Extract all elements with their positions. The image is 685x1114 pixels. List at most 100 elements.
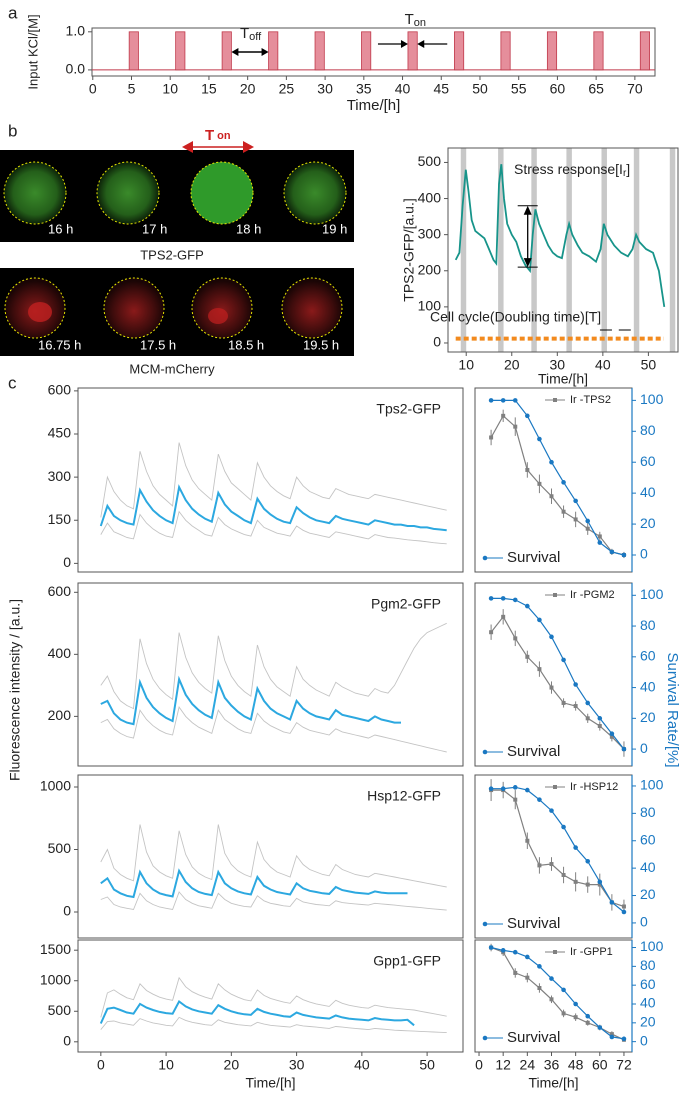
point — [609, 549, 615, 555]
point — [561, 1011, 566, 1016]
x-tick-label: 36 — [544, 1057, 560, 1073]
point — [609, 734, 614, 739]
micrograph-row — [0, 150, 354, 242]
x-tick-label: 55 — [511, 81, 527, 97]
point — [549, 459, 554, 465]
time-label: 17 h — [142, 221, 167, 236]
point — [549, 634, 554, 640]
y-tick-label: 500 — [418, 153, 442, 169]
x-tick-label: 50 — [419, 1057, 435, 1073]
y-tick-label: 40 — [640, 995, 656, 1011]
y-tick-label: 60 — [640, 976, 656, 992]
x-tick-label: 20 — [224, 1057, 240, 1073]
legend-label: Survival — [507, 1029, 560, 1046]
y-tick-label: 20 — [640, 1014, 656, 1030]
panel-title: Gpp1-GFP — [373, 953, 441, 969]
point — [561, 480, 566, 485]
pulse — [454, 31, 465, 71]
point — [500, 786, 506, 791]
y-tick-label: 400 — [418, 189, 442, 205]
point — [488, 945, 494, 950]
series-line — [490, 946, 624, 1040]
point — [609, 731, 615, 737]
y-tick-label: 60 — [640, 648, 656, 664]
point — [537, 667, 542, 672]
y-tick-label: 20 — [640, 886, 656, 902]
y-tick-label: 0.0 — [66, 61, 86, 77]
legend-marker — [553, 398, 557, 402]
y-tick-label: 1.0 — [66, 23, 86, 39]
annotation-main: T — [240, 25, 249, 42]
point — [621, 904, 626, 909]
y-tick-label: 400 — [48, 645, 72, 661]
trace — [100, 868, 408, 899]
pulse — [128, 31, 139, 71]
stress-band — [633, 148, 640, 352]
time-label: 18 h — [236, 221, 261, 236]
plot-frame — [77, 582, 464, 767]
point — [501, 413, 506, 418]
point — [500, 398, 506, 403]
y-tick-label: 80 — [640, 804, 656, 820]
series-line — [490, 946, 625, 1041]
point — [537, 964, 542, 969]
point — [488, 398, 494, 403]
point — [573, 517, 578, 522]
arrow-head — [523, 205, 532, 215]
arrow-head — [417, 40, 425, 48]
point — [609, 900, 615, 905]
point — [525, 467, 530, 472]
point — [573, 704, 578, 709]
point — [597, 540, 603, 545]
annotation: Toff — [240, 25, 262, 43]
pulse — [546, 31, 558, 71]
y-axis-label: Fluorescence intensity / [a.u.] — [7, 599, 23, 781]
series-line — [491, 786, 625, 913]
time-label: 17.5 h — [140, 337, 176, 352]
pulse — [407, 31, 418, 71]
x-tick-label: 0 — [475, 1057, 483, 1073]
point — [585, 858, 591, 864]
point — [549, 808, 554, 813]
stress-band — [566, 148, 572, 352]
legend-marker — [482, 749, 488, 755]
annotation-main: T — [405, 11, 414, 28]
point — [561, 872, 566, 877]
point — [597, 724, 602, 729]
y-tick-label: 20 — [640, 515, 656, 531]
point — [537, 617, 542, 623]
legend-marker — [553, 950, 557, 954]
stress-band — [601, 148, 607, 352]
point — [597, 879, 603, 885]
point — [513, 797, 518, 802]
y-tick-label: 300 — [418, 225, 442, 241]
trace — [100, 675, 401, 726]
legend-marker — [553, 593, 557, 597]
point — [549, 494, 554, 499]
plot-frame — [474, 582, 633, 767]
point — [525, 838, 530, 843]
y-tick-label: 500 — [48, 840, 72, 856]
stress-band — [498, 148, 504, 352]
point — [537, 986, 542, 990]
x-tick-label: 24 — [520, 1057, 536, 1073]
point — [525, 954, 530, 960]
plot-frame — [77, 387, 464, 573]
pulse — [361, 31, 372, 71]
y-tick-label: 20 — [640, 709, 656, 725]
y-tick-label: 0 — [433, 334, 441, 350]
y-tick-label: 0 — [640, 1032, 648, 1048]
point — [537, 481, 542, 486]
point — [512, 597, 518, 603]
panel-label: a — [8, 3, 18, 22]
y-tick-label: 100 — [418, 298, 442, 314]
image-caption: TPS2-GFP — [140, 247, 204, 262]
point — [561, 824, 566, 830]
x-tick-label: 40 — [395, 81, 411, 97]
point — [525, 603, 530, 609]
x-tick-label: 35 — [356, 81, 372, 97]
y-tick-label: 1000 — [40, 971, 71, 987]
point — [513, 424, 518, 429]
legend-label: Ir -PGM2 — [570, 589, 615, 601]
